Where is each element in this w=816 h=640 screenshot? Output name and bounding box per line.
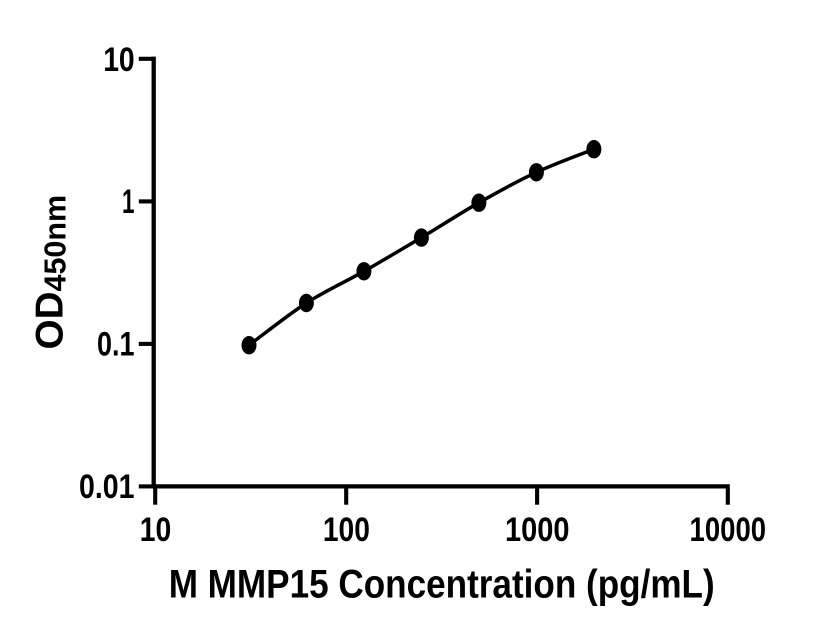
svg-text:0.01: 0.01 (79, 468, 135, 506)
svg-text:OD450nm: OD450nm (28, 195, 72, 350)
svg-text:1: 1 (122, 183, 135, 221)
svg-text:M MMP15 Concentration (pg/mL): M MMP15 Concentration (pg/mL) (169, 562, 715, 606)
svg-text:1000: 1000 (505, 511, 570, 549)
svg-text:0.1: 0.1 (97, 325, 135, 363)
svg-text:10: 10 (103, 41, 135, 79)
svg-text:10: 10 (140, 511, 172, 549)
svg-text:10000: 10000 (690, 511, 767, 549)
svg-text:100: 100 (323, 511, 370, 549)
